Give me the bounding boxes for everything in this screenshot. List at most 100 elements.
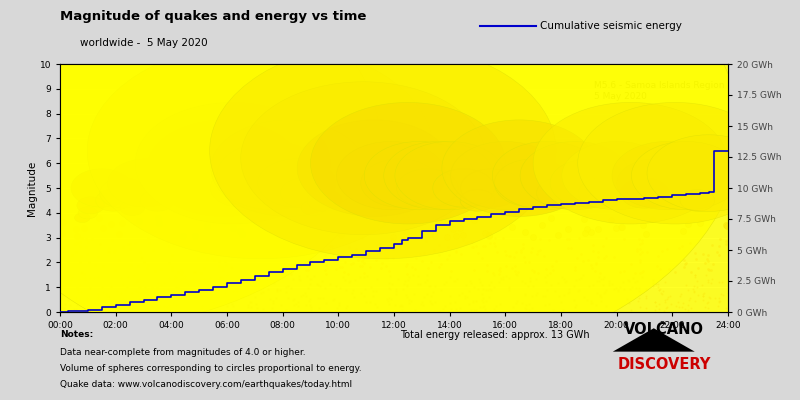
Point xyxy=(454,225,466,232)
Point xyxy=(479,286,492,293)
Point xyxy=(175,295,188,302)
Point xyxy=(526,283,539,289)
Ellipse shape xyxy=(520,142,630,210)
Point xyxy=(94,241,106,248)
Point xyxy=(599,286,612,293)
Point xyxy=(116,296,129,302)
Point xyxy=(390,286,402,292)
Ellipse shape xyxy=(442,120,597,216)
Point xyxy=(250,301,262,308)
Point xyxy=(369,301,382,307)
Point xyxy=(632,288,645,295)
Point xyxy=(522,306,535,313)
Point xyxy=(594,270,606,276)
Point xyxy=(370,288,382,294)
Ellipse shape xyxy=(95,190,130,211)
Point xyxy=(682,302,694,308)
Point xyxy=(287,276,300,282)
Point xyxy=(477,304,490,310)
Point xyxy=(358,260,370,266)
Point xyxy=(719,241,732,248)
Point xyxy=(335,231,348,238)
Point xyxy=(401,277,414,283)
Point xyxy=(302,266,314,273)
Point xyxy=(278,260,291,267)
Point xyxy=(374,265,387,272)
Point xyxy=(301,285,314,292)
Point xyxy=(271,287,284,294)
Point xyxy=(502,284,515,290)
Point xyxy=(612,288,625,294)
Point xyxy=(106,301,118,307)
Point xyxy=(713,297,726,304)
Point xyxy=(475,291,488,298)
Point xyxy=(651,263,664,269)
Point xyxy=(175,276,188,282)
Point xyxy=(477,295,490,302)
Point xyxy=(139,297,152,303)
Point xyxy=(466,299,479,306)
Point xyxy=(418,250,430,256)
Point xyxy=(531,290,544,296)
Point xyxy=(569,267,582,273)
Point xyxy=(519,302,532,308)
Point xyxy=(178,276,191,282)
Point xyxy=(84,286,97,292)
Point xyxy=(84,275,97,282)
Point xyxy=(515,299,528,306)
Point xyxy=(101,306,114,313)
Point xyxy=(530,251,543,257)
Point xyxy=(133,296,146,302)
Point xyxy=(133,218,146,224)
Point xyxy=(636,274,649,280)
Point xyxy=(73,276,86,282)
Point xyxy=(636,239,649,246)
Point xyxy=(494,268,506,274)
Point xyxy=(663,266,676,272)
Point xyxy=(594,294,607,300)
Point xyxy=(330,282,342,289)
Ellipse shape xyxy=(147,120,302,216)
Point xyxy=(175,244,188,251)
Point xyxy=(378,244,391,251)
Point xyxy=(242,304,254,310)
Point xyxy=(700,256,713,262)
Point xyxy=(590,278,603,284)
Point xyxy=(538,253,551,259)
Point xyxy=(263,296,276,302)
Point xyxy=(651,281,664,287)
Ellipse shape xyxy=(170,154,257,208)
Point xyxy=(701,300,714,306)
Ellipse shape xyxy=(87,43,434,259)
Point xyxy=(567,283,580,289)
Point xyxy=(404,298,417,304)
Point xyxy=(400,292,413,298)
Point xyxy=(401,283,414,290)
Point xyxy=(720,238,733,244)
Point xyxy=(697,291,710,297)
Point xyxy=(330,304,343,311)
Point xyxy=(110,305,122,311)
Point xyxy=(212,289,225,295)
Point xyxy=(558,278,571,285)
Point xyxy=(196,303,209,309)
Point xyxy=(562,288,575,295)
Point xyxy=(215,264,228,270)
Point xyxy=(61,280,74,286)
Point xyxy=(569,304,582,310)
Point xyxy=(277,224,290,230)
Point xyxy=(432,264,445,270)
Point xyxy=(214,274,226,280)
Point xyxy=(487,272,500,278)
Point xyxy=(211,241,224,247)
Point xyxy=(285,285,298,292)
Point xyxy=(659,279,672,285)
Point xyxy=(648,299,661,306)
Point xyxy=(189,269,202,276)
Point xyxy=(69,306,82,312)
Point xyxy=(320,262,333,269)
Point xyxy=(363,299,376,306)
Point xyxy=(510,271,523,278)
Ellipse shape xyxy=(578,102,773,224)
Point xyxy=(650,281,662,288)
